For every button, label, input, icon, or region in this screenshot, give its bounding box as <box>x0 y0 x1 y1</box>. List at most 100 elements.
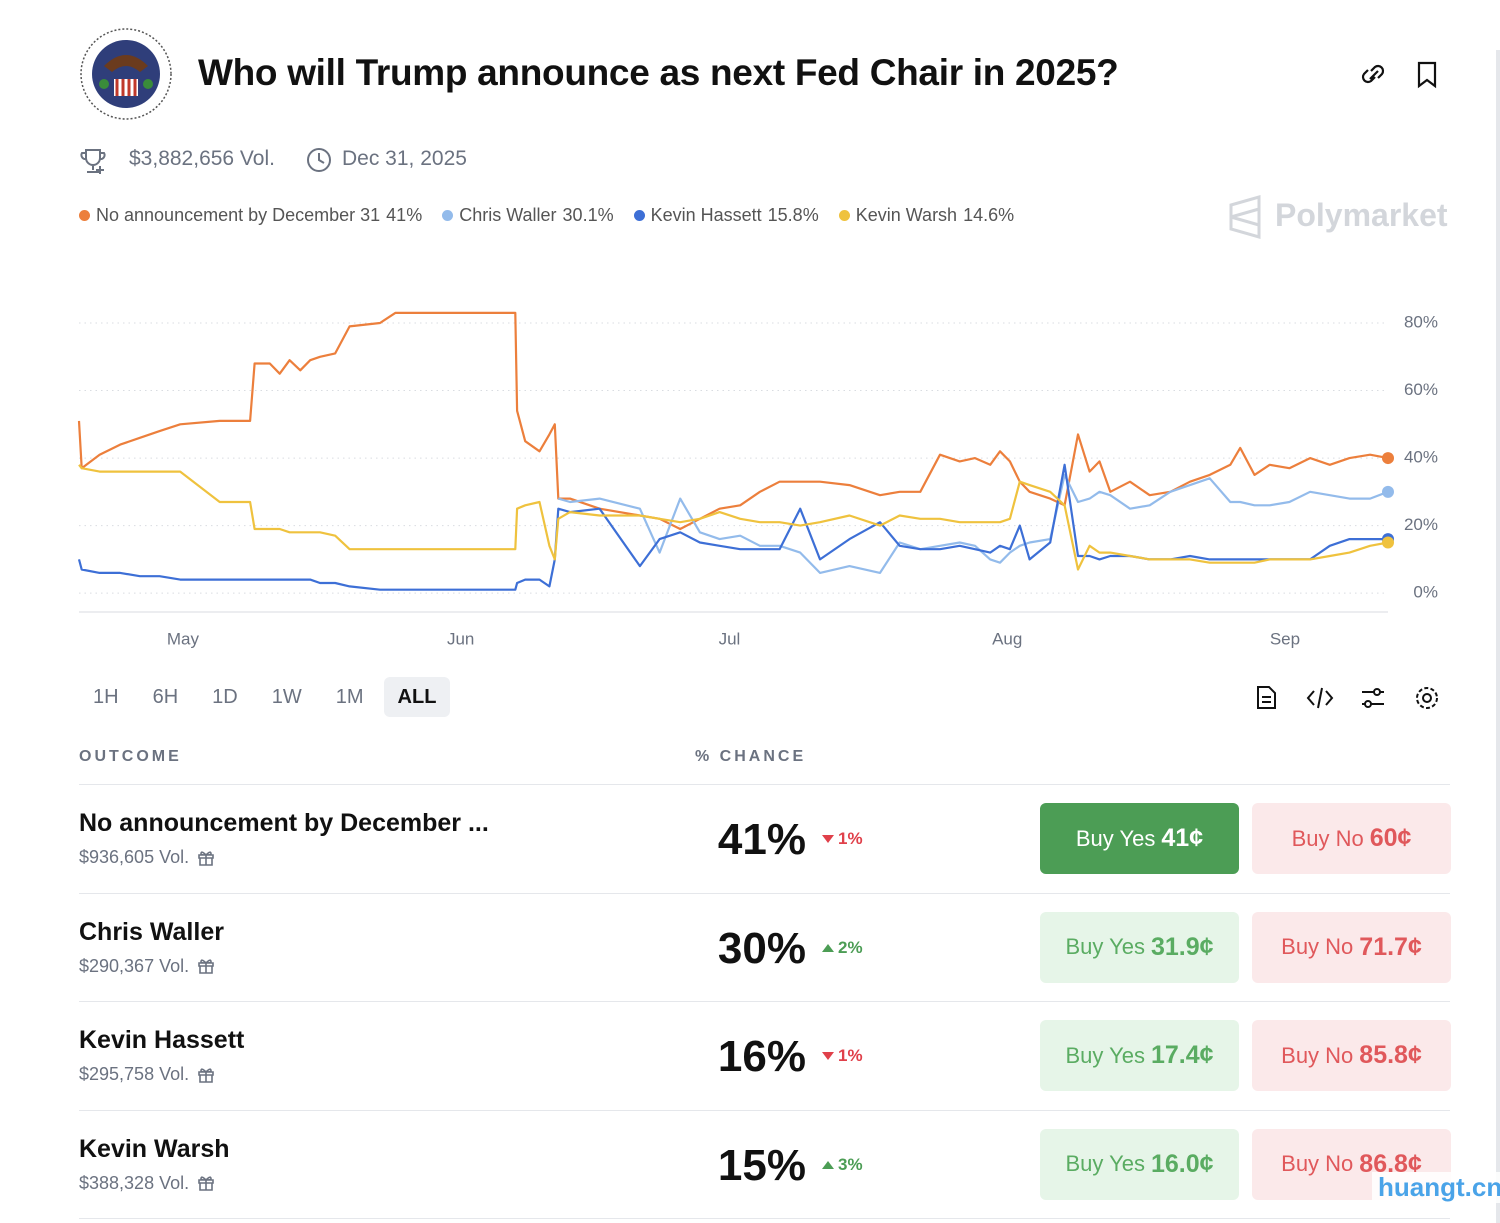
range-tab[interactable]: 6H <box>152 686 179 708</box>
gift-shape <box>198 1068 214 1083</box>
arrow-shape <box>822 943 834 952</box>
header-actions[interactable] <box>1361 61 1437 89</box>
buy-yes-button[interactable]: Buy Yes 16.0¢ <box>1040 1128 1239 1200</box>
outcome-name: Chris Waller <box>79 917 224 946</box>
buy-yes-button[interactable]: Buy Yes 41¢ <box>1040 803 1239 874</box>
meta-icons <box>80 148 331 174</box>
outcome-name: Kevin Hassett <box>79 1026 245 1055</box>
gift-shape <box>198 959 214 974</box>
legend-value: 14.6% <box>963 205 1015 225</box>
outcome-row: Kevin Warsh $388,328 Vol. 15% 3% Buy Yes 16.0… <box>0 1111 1500 1219</box>
buy-no-label: Buy No <box>1281 934 1354 960</box>
change-text: 3% <box>838 1154 863 1174</box>
column-header: OUTCOME <box>79 748 182 765</box>
yes-price: 41¢ <box>1161 824 1204 852</box>
arrow-shape <box>822 1052 834 1061</box>
separator <box>79 784 1450 785</box>
arrow-shape <box>822 835 834 843</box>
change: 3% <box>822 1155 863 1175</box>
legend-item: Kevin Hassett 15.8% <box>633 205 819 226</box>
change-arrow <box>822 943 834 952</box>
legend-dot <box>442 210 454 221</box>
buy-no-button[interactable]: Buy No 85.8¢ <box>1252 1020 1451 1092</box>
change-arrow <box>822 1052 834 1061</box>
x-tick-label: Jun <box>447 629 474 648</box>
legend-value: 41% <box>386 205 423 225</box>
buy-no-button[interactable]: Buy No 60¢ <box>1252 803 1451 874</box>
outcome-row: Chris Waller $290,367 Vol. 30% 2% Buy Yes 31.… <box>0 894 1500 1002</box>
legend-dot <box>79 210 90 221</box>
column-header: % CHANCE <box>695 748 807 765</box>
change: 1% <box>822 829 863 849</box>
y-tick-label: 80% <box>1404 312 1438 331</box>
gift-icon <box>198 1068 214 1083</box>
yes-price: 31.9¢ <box>1150 932 1214 961</box>
outcome-row: Kevin Hassett $295,758 Vol. 16% 1% Buy Yes 17… <box>0 1002 1500 1110</box>
change: 2% <box>822 938 863 958</box>
change-arrow <box>822 835 834 843</box>
outcome-name: Kevin Warsh <box>79 1134 230 1163</box>
end-dot <box>1382 485 1394 498</box>
no-price: 85.8¢ <box>1359 1041 1422 1070</box>
legend-value: 30.1% <box>562 205 614 225</box>
outcome-row: No announcement by December ... $936,605 … <box>0 785 1500 893</box>
legend-item: No announcement by December 31 41% <box>79 205 422 226</box>
x-tick-label: Jul <box>719 629 741 648</box>
volume-text: $290,367 Vol. <box>79 955 190 976</box>
separator <box>79 1218 1450 1219</box>
site-watermark: huangt.cn <box>1372 1172 1500 1203</box>
scrollbar <box>1496 50 1500 1223</box>
end-date: Dec 31, 2025 <box>342 147 467 170</box>
title: Who will Trump announce as next Fed Chai… <box>198 52 1119 93</box>
chance: 30% <box>717 923 806 973</box>
y-tick-label: 60% <box>1404 380 1438 399</box>
buy-yes-button[interactable]: Buy Yes 31.9¢ <box>1040 911 1239 983</box>
chart-tools[interactable] <box>1257 686 1438 709</box>
buy-no-button[interactable]: Buy No 71.7¢ <box>1252 911 1451 983</box>
change-text: 1% <box>838 829 863 848</box>
chance: 16% <box>717 1032 806 1082</box>
volume-text: $388,328 Vol. <box>79 1172 190 1193</box>
change-text: 2% <box>838 937 863 957</box>
yes-price: 16.0¢ <box>1150 1149 1214 1178</box>
legend: No announcement by December 31 41% Chris W… <box>79 205 1014 226</box>
x-tick-label: Aug <box>992 629 1022 648</box>
legend-name: Kevin Hassett <box>650 205 762 225</box>
range-tab[interactable]: ALL <box>383 677 451 717</box>
outcome-volume: $290,367 Vol. <box>79 956 215 977</box>
separator <box>79 1001 1450 1002</box>
gift-icon <box>198 1176 214 1192</box>
no-price: 60¢ <box>1369 824 1412 852</box>
logo <box>80 28 172 120</box>
arrow-shape <box>822 1160 834 1169</box>
range-tab[interactable]: 1M <box>335 686 364 708</box>
legend-dot <box>633 210 645 221</box>
series-line <box>557 473 1389 574</box>
range-tab[interactable]: 1H <box>93 686 119 708</box>
range-tab[interactable]: 1W <box>271 686 302 708</box>
change-text: 1% <box>838 1046 863 1066</box>
buy-yes-label: Buy Yes <box>1065 1151 1145 1177</box>
buy-yes-label: Buy Yes <box>1075 825 1156 851</box>
outcome-volume: $936,605 Vol. <box>79 847 215 868</box>
end-dot <box>1382 536 1394 549</box>
y-tick-label: 20% <box>1404 515 1438 534</box>
buy-yes-button[interactable]: Buy Yes 17.4¢ <box>1040 1020 1239 1092</box>
gift-shape <box>198 1176 214 1192</box>
watermark-logo <box>1229 195 1261 239</box>
change: 1% <box>822 1046 863 1066</box>
legend-dot <box>838 210 850 221</box>
yes-price: 17.4¢ <box>1150 1041 1214 1070</box>
outcome-volume: $388,328 Vol. <box>79 1173 215 1194</box>
range-tab[interactable]: 1D <box>212 686 238 708</box>
series-line <box>78 464 1389 571</box>
separator <box>79 1110 1450 1111</box>
legend-name: No announcement by December 31 <box>96 205 381 225</box>
volume: $3,882,656 Vol. <box>129 147 275 170</box>
range-tabs: 1H 6H 1D 1W 1M ALL <box>79 677 451 717</box>
series-line <box>77 311 1389 531</box>
end-dot <box>1382 452 1394 465</box>
separator <box>79 893 1450 894</box>
legend-name: Chris Waller <box>459 205 557 225</box>
